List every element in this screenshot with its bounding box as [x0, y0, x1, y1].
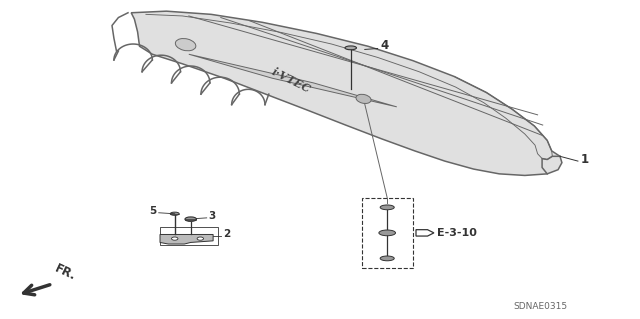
Polygon shape — [160, 234, 213, 244]
Polygon shape — [416, 230, 434, 236]
Ellipse shape — [175, 39, 196, 51]
Text: FR.: FR. — [52, 262, 78, 283]
Text: E-3-10: E-3-10 — [437, 228, 477, 238]
Ellipse shape — [380, 256, 394, 261]
Bar — [160, 227, 218, 245]
Ellipse shape — [345, 46, 356, 50]
Text: SDNAE0315: SDNAE0315 — [514, 302, 568, 311]
Ellipse shape — [170, 212, 179, 215]
Text: 2: 2 — [223, 229, 230, 239]
Ellipse shape — [380, 205, 394, 210]
Ellipse shape — [197, 237, 204, 240]
Text: 4: 4 — [380, 40, 388, 52]
Ellipse shape — [379, 230, 396, 236]
Text: 5: 5 — [149, 206, 156, 216]
Ellipse shape — [356, 94, 371, 103]
Text: i·VTEC: i·VTEC — [270, 66, 312, 95]
Polygon shape — [189, 54, 397, 107]
Text: 1: 1 — [581, 153, 589, 166]
Bar — [362, 198, 413, 268]
Ellipse shape — [172, 237, 178, 240]
Polygon shape — [131, 11, 562, 175]
Text: 3: 3 — [209, 211, 216, 221]
Ellipse shape — [185, 217, 196, 221]
